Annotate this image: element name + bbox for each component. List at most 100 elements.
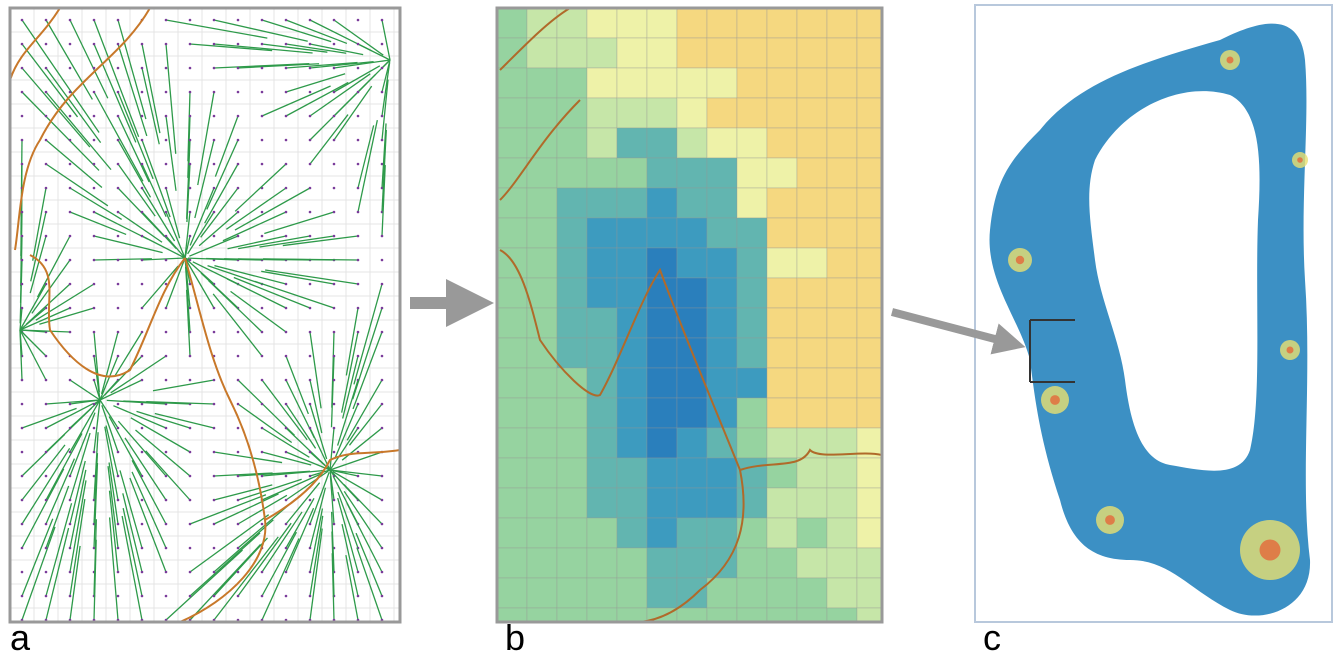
cell (827, 308, 857, 338)
cell (497, 518, 527, 548)
cell-dot (165, 499, 168, 502)
cell (737, 428, 767, 458)
cell (767, 8, 797, 38)
cell-dot (141, 115, 144, 118)
cell (497, 398, 527, 428)
cell (767, 308, 797, 338)
cell (557, 98, 587, 128)
cell-dot (21, 139, 24, 142)
cell (617, 338, 647, 368)
cell-dot (117, 427, 120, 430)
cell-dot (357, 19, 360, 22)
cell (767, 98, 797, 128)
cell (737, 188, 767, 218)
blotch (1260, 540, 1281, 561)
cell-dot (381, 91, 384, 94)
cell-dot (237, 91, 240, 94)
cell (527, 248, 557, 278)
cell-dot (165, 451, 168, 454)
cell (587, 308, 617, 338)
cell-dot (237, 475, 240, 478)
cell (617, 38, 647, 68)
cell-dot (93, 211, 96, 214)
cell-dot (141, 307, 144, 310)
cell-dot (141, 571, 144, 574)
cell-dot (237, 451, 240, 454)
cell-dot (285, 211, 288, 214)
cell-dot (69, 403, 72, 406)
cell-dot (285, 307, 288, 310)
cell (557, 458, 587, 488)
cell (617, 458, 647, 488)
cell-dot (189, 139, 192, 142)
cell-dot (117, 547, 120, 550)
cell (557, 518, 587, 548)
cell-dot (69, 475, 72, 478)
cell (797, 158, 827, 188)
cell (707, 158, 737, 188)
cell-dot (357, 187, 360, 190)
cell-dot (285, 187, 288, 190)
cell-dot (21, 595, 24, 598)
cell (737, 98, 767, 128)
cell (527, 38, 557, 68)
cell-dot (309, 451, 312, 454)
cell (707, 38, 737, 68)
cell-dot (45, 139, 48, 142)
cell-dot (381, 235, 384, 238)
cell-dot (237, 43, 240, 46)
cell (527, 218, 557, 248)
cell (527, 68, 557, 98)
cell-dot (21, 403, 24, 406)
cell (647, 368, 677, 398)
cell-dot (21, 235, 24, 238)
cell-dot (21, 211, 24, 214)
cell-dot (69, 67, 72, 70)
cell-dot (117, 259, 120, 262)
cell (647, 68, 677, 98)
cell-dot (21, 427, 24, 430)
cell-dot (93, 427, 96, 430)
cell-dot (141, 355, 144, 358)
cell (497, 188, 527, 218)
cell-dot (165, 115, 168, 118)
cell (827, 188, 857, 218)
cell (497, 38, 527, 68)
cell (827, 488, 857, 518)
cell-dot (117, 403, 120, 406)
cell-dot (21, 547, 24, 550)
cell-dot (45, 67, 48, 70)
cell-dot (309, 523, 312, 526)
cell-dot (45, 379, 48, 382)
cell-dot (213, 523, 216, 526)
cell (557, 308, 587, 338)
cell-dot (261, 235, 264, 238)
cell-dot (45, 211, 48, 214)
cell-dot (21, 451, 24, 454)
cell-dot (285, 499, 288, 502)
cell-dot (261, 307, 264, 310)
cell (767, 158, 797, 188)
cell-dot (93, 67, 96, 70)
cell-dot (261, 19, 264, 22)
cell (677, 158, 707, 188)
cell-dot (285, 355, 288, 358)
cell (587, 158, 617, 188)
cell (767, 338, 797, 368)
cell-dot (21, 91, 24, 94)
cell-dot (93, 235, 96, 238)
cell (617, 128, 647, 158)
cell-dot (45, 187, 48, 190)
cell-dot (141, 91, 144, 94)
cell-dot (237, 571, 240, 574)
cell (587, 188, 617, 218)
cell (707, 68, 737, 98)
cell-dot (189, 427, 192, 430)
cell (677, 8, 707, 38)
cell (797, 218, 827, 248)
cell (527, 578, 557, 608)
cell-dot (333, 235, 336, 238)
cell-dot (165, 187, 168, 190)
cell (827, 368, 857, 398)
cell-dot (69, 571, 72, 574)
